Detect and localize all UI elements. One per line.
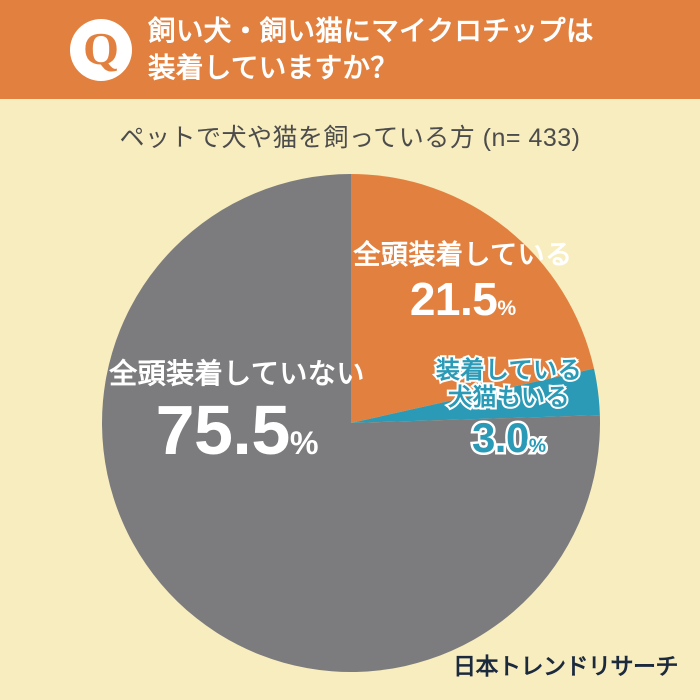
- brand-logo: 日本トレンドリサーチ: [453, 653, 679, 679]
- question-badge-letter: Q: [83, 22, 119, 74]
- header-band: Q 飼い犬・飼い猫にマイクロチップは 装着していますか？: [0, 0, 700, 99]
- pie-slice: [102, 174, 601, 672]
- question-badge-icon: Q: [70, 18, 132, 81]
- chart-subtitle: ペットで犬や猫を飼っている方 (n= 433): [119, 124, 581, 152]
- page-title: 飼い犬・飼い猫にマイクロチップは 装着していますか？: [148, 14, 594, 83]
- pie-slice-group: [102, 174, 601, 672]
- pie-slice: [351, 174, 594, 423]
- pie-slice: [351, 368, 600, 423]
